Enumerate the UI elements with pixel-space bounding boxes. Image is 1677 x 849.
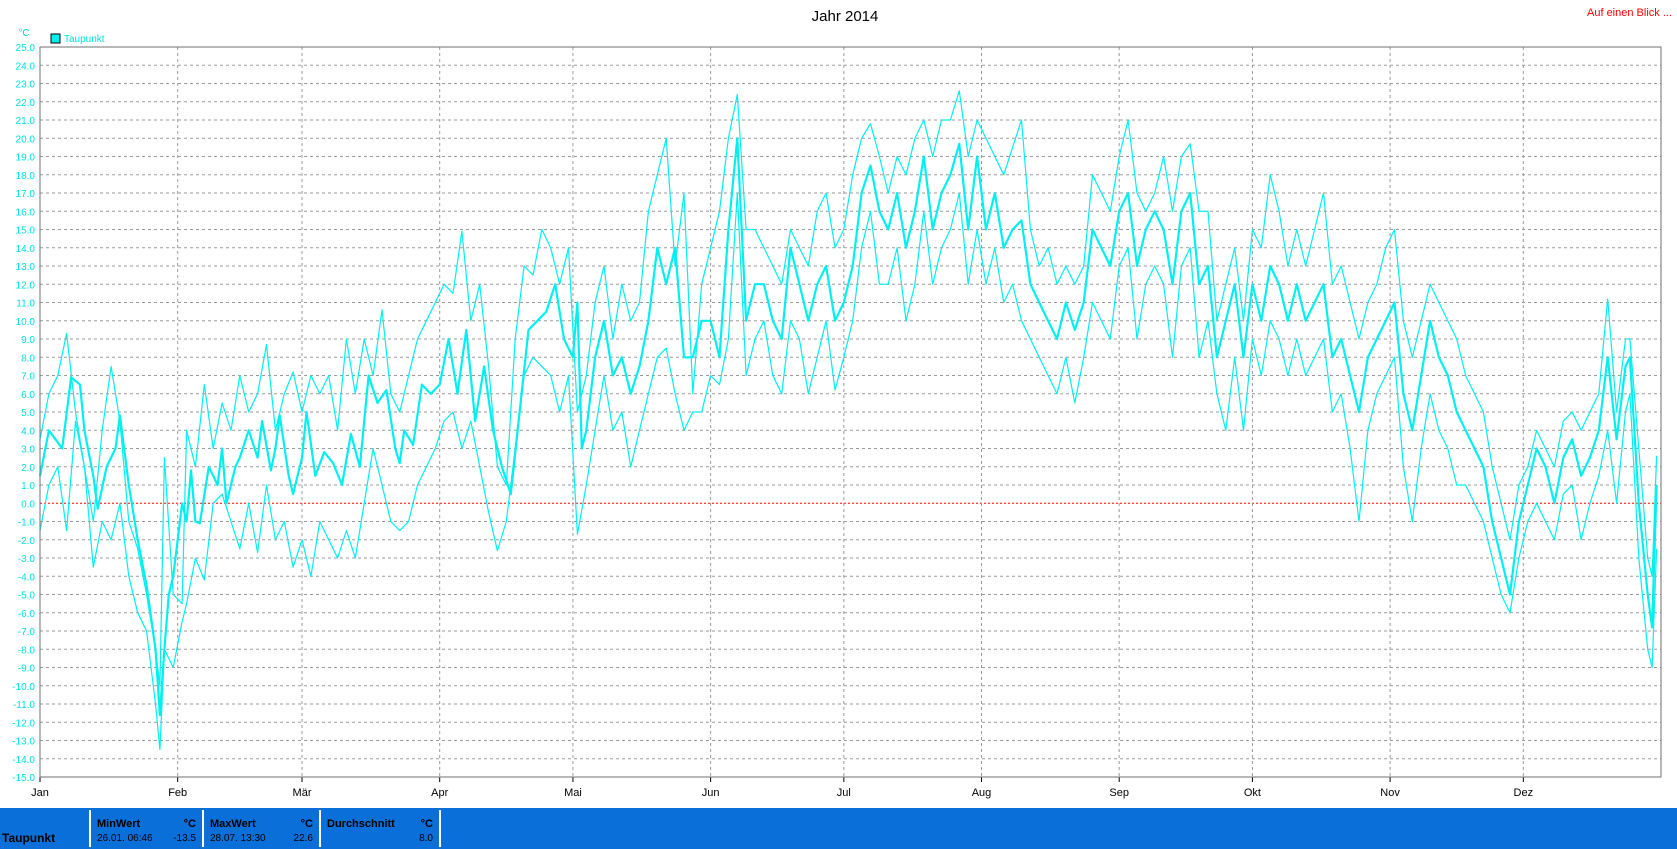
series-group [38, 90, 1658, 751]
y-tick-label: -1.0 [18, 518, 36, 529]
y-tick-label: -8.0 [18, 645, 36, 656]
stats-row-label: Taupunkt [2, 831, 56, 845]
series-line-upper [39, 90, 1658, 687]
y-tick-label: 13.0 [16, 262, 36, 273]
x-tick-label: Feb [168, 787, 187, 799]
y-axis: -15.0 -14.0 -13.0 -12.0 -11.0 -10.0 -9.0 -8.0 -7… [12, 43, 35, 784]
y-tick-label: 25.0 [16, 43, 36, 54]
stats-min-label: MinWert [97, 818, 141, 830]
legend-swatch [50, 33, 61, 44]
chart: Jahr 2014 Auf einen Blick ... °C Taupunk… [12, 7, 1672, 799]
y-tick-label: 0.0 [21, 499, 35, 510]
y-tick-label: -15.0 [12, 773, 35, 784]
x-tick-label: Mär [293, 787, 312, 799]
y-tick-label: 23.0 [16, 80, 36, 91]
y-tick-label: 7.0 [21, 372, 35, 383]
stats-min-time: 26.01. 06:46 [97, 833, 153, 844]
stats-max-unit: °C [300, 818, 313, 830]
x-tick-label: Jan [31, 787, 49, 799]
y-tick-label: -7.0 [18, 627, 36, 638]
grid [40, 47, 1661, 777]
stats-row-label-cell: Taupunkt [0, 810, 91, 847]
x-tick-label: Aug [972, 787, 992, 799]
y-tick-label: -9.0 [18, 664, 36, 675]
y-tick-label: -6.0 [18, 609, 36, 620]
y-tick-label: 2.0 [21, 463, 35, 474]
legend-label: Taupunkt [64, 34, 105, 45]
series-line-lower [39, 192, 1658, 751]
chart-title: Jahr 2014 [812, 8, 879, 25]
y-tick-label: 12.0 [16, 280, 36, 291]
stats-max-cell: MaxWert °C 28.07. 13:30 22.6 [204, 810, 321, 847]
y-tick-label: 18.0 [16, 171, 36, 182]
y-tick-label: 22.0 [16, 98, 36, 109]
y-unit-label: °C [18, 28, 29, 39]
y-tick-label: -2.0 [18, 536, 36, 547]
y-tick-label: -4.0 [18, 572, 36, 583]
y-tick-label: -3.0 [18, 554, 36, 565]
stats-min-value: -13.5 [173, 833, 196, 844]
y-tick-label: 16.0 [16, 207, 36, 218]
x-tick-label: Dez [1514, 787, 1534, 799]
x-tick-label: Okt [1244, 787, 1261, 799]
stats-avg-unit: °C [420, 818, 433, 830]
y-tick-label: -10.0 [12, 682, 35, 693]
y-tick-label: -13.0 [12, 737, 35, 748]
y-tick-label: 9.0 [21, 335, 35, 346]
y-tick-label: -5.0 [18, 591, 36, 602]
x-tick-label: Sep [1109, 787, 1129, 799]
x-tick-label: Nov [1380, 787, 1400, 799]
plot-frame [39, 46, 1662, 778]
y-tick-label: -14.0 [12, 755, 35, 766]
stats-bar: Taupunkt MinWert °C 26.01. 06:46 -13.5 M… [0, 808, 1677, 849]
x-tick-label: Apr [431, 787, 448, 799]
stats-max-value: 22.6 [293, 833, 313, 844]
y-tick-label: 14.0 [16, 244, 36, 255]
y-tick-label: 24.0 [16, 61, 36, 72]
y-tick-label: 21.0 [16, 116, 36, 127]
y-tick-label: 1.0 [21, 481, 35, 492]
y-tick-label: 10.0 [16, 317, 36, 328]
y-tick-label: 19.0 [16, 153, 36, 164]
y-tick-label: 17.0 [16, 189, 36, 200]
x-tick-label: Jul [837, 787, 851, 799]
y-tick-label: 20.0 [16, 134, 36, 145]
y-tick-label: 8.0 [21, 353, 35, 364]
stats-max-label: MaxWert [210, 818, 256, 830]
stats-max-time: 28.07. 13:30 [210, 833, 266, 844]
y-tick-label: 5.0 [21, 408, 35, 419]
y-tick-label: 3.0 [21, 445, 35, 456]
y-tick-label: -12.0 [12, 718, 35, 729]
stats-min-unit: °C [183, 818, 196, 830]
y-tick-label: 4.0 [21, 426, 35, 437]
stats-avg-cell: Durchschnitt °C 8.0 [321, 810, 441, 847]
x-axis: Jan Feb Mär Apr Mai Jun Jul Aug Sep Okt Nov Dez [31, 777, 1533, 799]
stats-min-cell: MinWert °C 26.01. 06:46 -13.5 [91, 810, 204, 847]
stats-avg-value: 8.0 [419, 833, 433, 844]
y-tick-label: 6.0 [21, 390, 35, 401]
overview-link[interactable]: Auf einen Blick ... [1587, 7, 1672, 19]
series-line-mean [38, 137, 1658, 717]
y-tick-label: 11.0 [16, 299, 35, 310]
x-tick-label: Jun [702, 787, 720, 799]
y-tick-label: -11.0 [13, 700, 35, 711]
stats-avg-label: Durchschnitt [327, 818, 395, 830]
x-tick-label: Mai [564, 787, 582, 799]
y-tick-label: 15.0 [16, 226, 36, 237]
